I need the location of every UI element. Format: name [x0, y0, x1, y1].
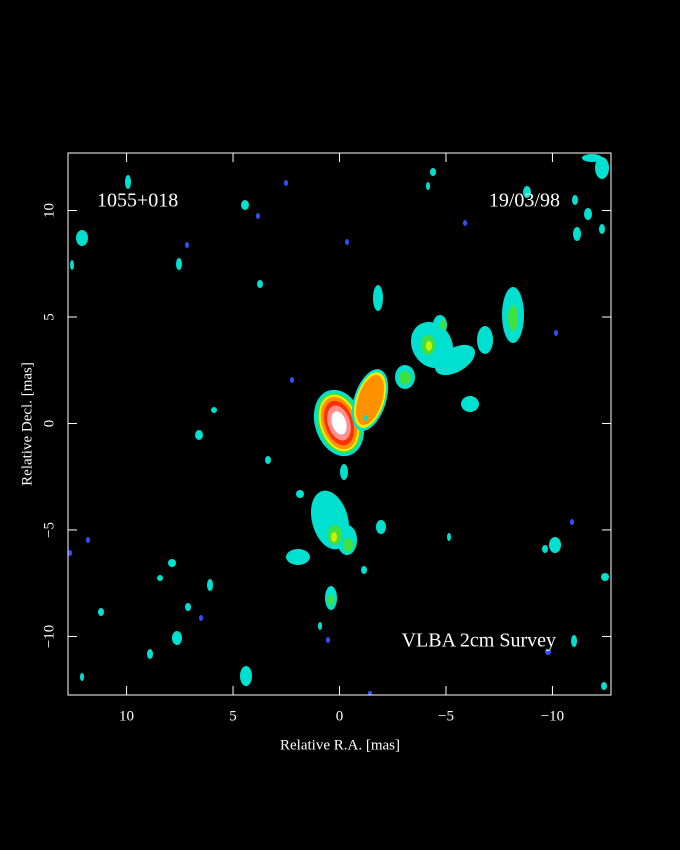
x-axis-label: Relative R.A. [mas] [280, 737, 400, 753]
y-tick-label: 0 [41, 420, 57, 428]
y-tick-label: −5 [41, 522, 57, 538]
x-tick-label: 5 [229, 708, 237, 724]
y-tick-label: 10 [41, 203, 57, 218]
survey-label: VLBA 2cm Survey [402, 630, 556, 652]
x-tick-label: −10 [541, 708, 564, 724]
y-axis-label: Relative Decl. [mas] [19, 362, 35, 486]
y-tick-label: −10 [41, 625, 57, 648]
x-tick-label: −5 [438, 708, 454, 724]
y-tick-label: 5 [41, 313, 57, 321]
intensity-map [68, 154, 609, 695]
x-tick-label: 0 [336, 708, 344, 724]
source-name: 1055+018 [97, 190, 178, 212]
x-tick-label: 10 [119, 708, 134, 724]
date: 19/03/98 [489, 190, 560, 212]
